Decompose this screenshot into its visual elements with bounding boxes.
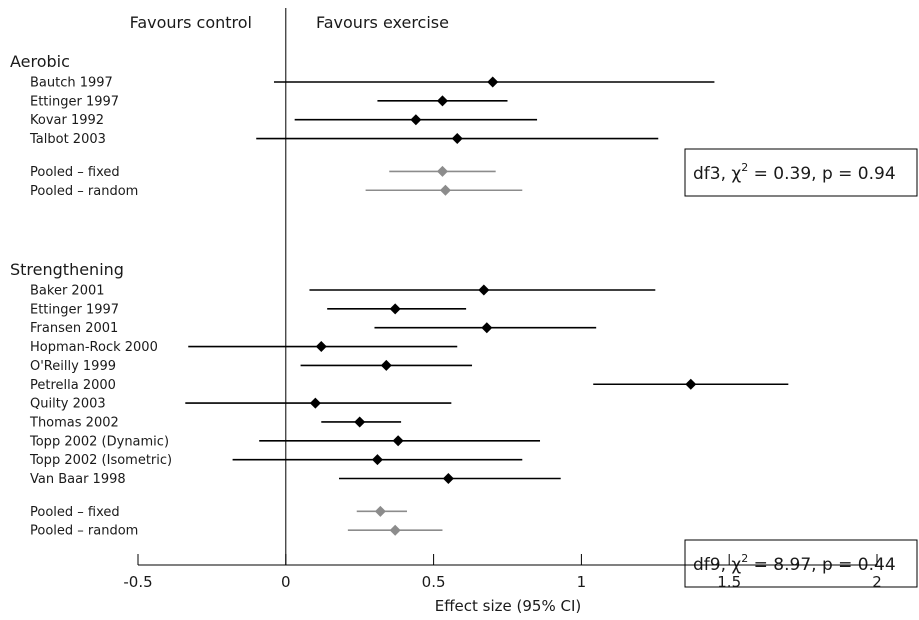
x-tick-label: 2 (872, 573, 882, 591)
row-label: Pooled – random (30, 524, 138, 539)
header-favours-control: Favours control (130, 13, 252, 32)
row-label: Hopman-Rock 2000 (30, 340, 158, 355)
plot-rows: Aerobic Bautch 1997 Ettinger 1997 Kovar 199… (10, 52, 789, 539)
estimate-diamond (487, 76, 499, 88)
x-tick-label: 1.5 (717, 573, 741, 591)
row-label: Kovar 1992 (30, 113, 104, 128)
row-label: Topp 2002 (Isometric) (29, 453, 172, 468)
x-tick-label: -0.5 (123, 573, 152, 591)
x-tick-label: 0.5 (422, 573, 446, 591)
estimate-diamond (410, 114, 422, 126)
estimate-diamond (380, 359, 392, 371)
heterogeneity-box (684, 148, 918, 197)
estimate-diamond (436, 95, 448, 107)
group-heading: Aerobic (10, 52, 70, 71)
estimate-diamond (436, 165, 448, 177)
row-label: O'Reilly 1999 (30, 359, 116, 374)
x-axis: -0.5 0 0.5 1 1.5 2 (123, 554, 882, 591)
row-label: Thomas 2002 (29, 415, 119, 430)
x-axis-title: Effect size (95% CI) (435, 597, 582, 615)
row-label: Topp 2002 (Dynamic) (29, 434, 169, 449)
estimate-diamond (442, 473, 454, 484)
estimate-diamond (389, 524, 401, 536)
estimate-diamond (371, 454, 383, 466)
row-label: Baker 2001 (30, 284, 105, 299)
row-label: Van Baar 1998 (30, 472, 126, 487)
estimate-diamond (315, 341, 327, 353)
row-label: Ettinger 1997 (30, 94, 119, 109)
estimate-diamond (392, 435, 404, 447)
row-label: Pooled – fixed (30, 505, 120, 520)
estimate-diamond (451, 133, 463, 145)
estimate-diamond (478, 284, 490, 296)
estimate-diamond (354, 416, 366, 428)
row-label: Quilty 2003 (30, 397, 106, 412)
group-heading: Strengthening (10, 260, 124, 279)
estimate-diamond (309, 397, 321, 409)
row-label: Petrella 2000 (30, 378, 116, 393)
row-label: Ettinger 1997 (30, 302, 119, 317)
x-tick-label: 0 (281, 573, 291, 591)
row-label: Pooled – fixed (30, 165, 120, 180)
heterogeneity-text: df3, χ2 = 0.39, p = 0.94 (693, 161, 896, 184)
heterogeneity-text: df9, χ2 = 8.97, p = 0.44 (693, 552, 896, 575)
row-label: Fransen 2001 (30, 321, 118, 336)
row-label: Pooled – random (30, 184, 138, 199)
heterogeneity-box (684, 539, 918, 588)
estimate-diamond (481, 322, 493, 334)
estimate-diamond (374, 505, 386, 517)
row-label: Talbot 2003 (29, 132, 106, 147)
estimate-diamond (685, 378, 697, 390)
x-tick-label: 1 (577, 573, 587, 591)
header-favours-exercise: Favours exercise (316, 13, 449, 32)
estimate-diamond (439, 184, 451, 196)
stat-boxes: df3, χ2 = 0.39, p = 0.94 df9, χ2 = 8.97, … (684, 148, 918, 588)
estimate-diamond (389, 303, 401, 315)
row-label: Bautch 1997 (30, 76, 113, 91)
